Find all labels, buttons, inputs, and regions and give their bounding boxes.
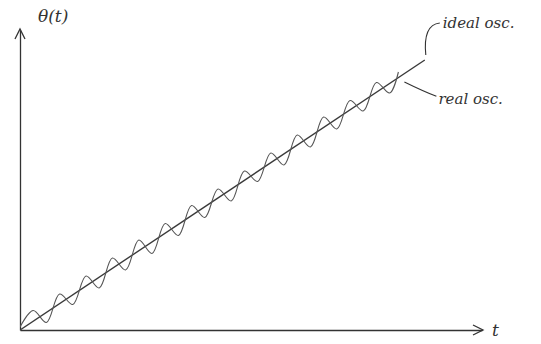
x-arrowhead (473, 325, 483, 335)
series-line (20, 60, 425, 330)
plot-area (20, 60, 425, 330)
y-axis (20, 31, 21, 331)
label-pointer (425, 23, 439, 55)
y-axis-line (20, 31, 21, 331)
y-arrowhead (15, 29, 25, 39)
label-pointer (404, 82, 436, 96)
y-axis-title: θ(t) (38, 6, 68, 26)
x-axis-title: t (492, 320, 499, 340)
series-label: real osc. (438, 90, 502, 108)
chart: θ(t) t ideal osc. real osc. (0, 0, 541, 344)
series-line (20, 72, 398, 327)
x-axis-line (21, 330, 483, 331)
x-axis (21, 330, 483, 331)
series-label: ideal osc. (443, 14, 515, 32)
